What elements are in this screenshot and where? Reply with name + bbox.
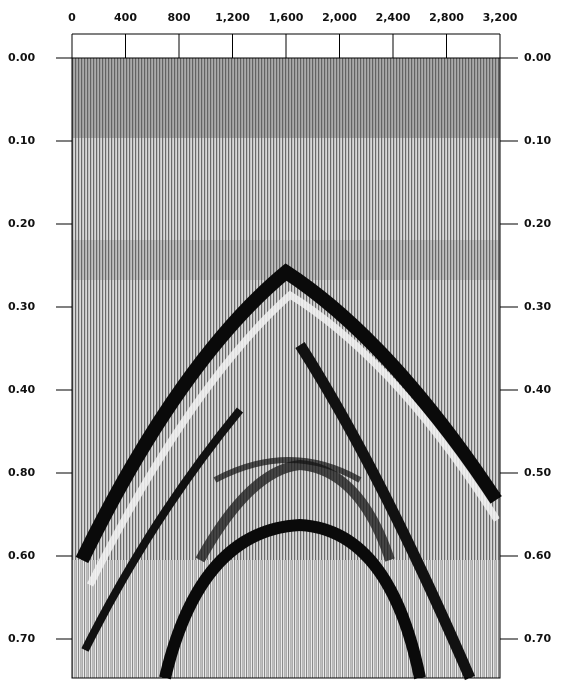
right-tick-label: 0.30 (524, 300, 551, 313)
right-tick-label: 0.50 (524, 466, 551, 479)
left-tick-label: 0.10 (8, 134, 35, 147)
left-tick-label: 0.40 (8, 383, 35, 396)
right-tick-label: 0.00 (524, 51, 551, 64)
left-tick-label: 0.80 (8, 466, 35, 479)
right-tick-label: 0.20 (524, 217, 551, 230)
right-tick-label: 0.60 (524, 549, 551, 562)
left-tick-label: 0.20 (8, 217, 35, 230)
top-tick-label: 2,400 (376, 11, 411, 24)
top-tick-label: 1,200 (215, 11, 250, 24)
top-tick-label: 400 (114, 11, 137, 24)
top-tick-label: 1,600 (269, 11, 304, 24)
left-tick-label: 0.30 (8, 300, 35, 313)
right-tick-label: 0.70 (524, 632, 551, 645)
top-tick-label: 0 (68, 11, 76, 24)
left-tick-label: 0.60 (8, 549, 35, 562)
seismic-figure: 0 400 800 1,200 1,600 2,000 2,400 2,800 3,200 0.0… (0, 0, 564, 681)
right-tick-label: 0.10 (524, 134, 551, 147)
top-tick-label: 3,200 (483, 11, 518, 24)
top-tick-label: 2,800 (429, 11, 464, 24)
top-tick-label: 2,000 (322, 11, 357, 24)
seismic-section (72, 58, 500, 678)
left-tick-label: 0.70 (8, 632, 35, 645)
top-tick-label: 800 (168, 11, 191, 24)
right-tick-label: 0.40 (524, 383, 551, 396)
left-tick-label: 0.00 (8, 51, 35, 64)
